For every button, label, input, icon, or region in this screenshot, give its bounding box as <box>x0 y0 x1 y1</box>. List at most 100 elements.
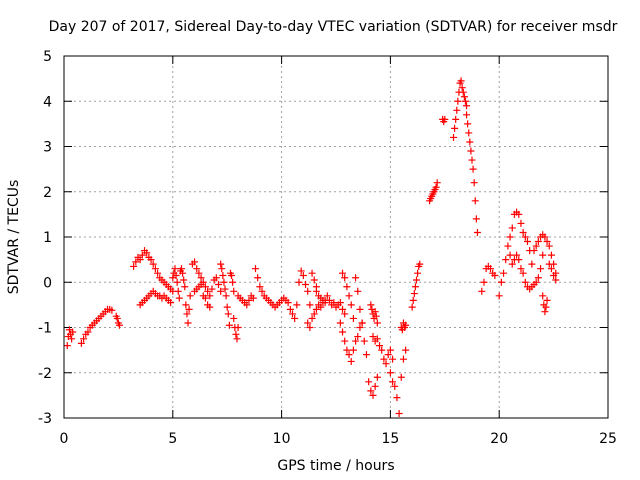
data-point <box>411 283 419 291</box>
data-point <box>371 382 379 390</box>
data-point <box>206 303 214 311</box>
data-point <box>500 269 508 277</box>
data-point <box>230 287 238 295</box>
data-point <box>389 355 397 363</box>
data-point <box>463 102 471 110</box>
data-point <box>395 409 403 417</box>
data-point <box>532 278 540 286</box>
data-point <box>228 271 236 279</box>
data-point <box>506 233 514 241</box>
data-point <box>521 278 529 286</box>
data-point <box>341 310 349 318</box>
data-point <box>186 292 194 300</box>
data-point <box>115 321 123 329</box>
data-point <box>132 258 140 266</box>
data-point <box>354 287 362 295</box>
data-point <box>343 346 351 354</box>
data-point <box>138 251 146 259</box>
data-point <box>297 267 305 275</box>
data-point <box>178 265 186 273</box>
data-point <box>372 312 380 320</box>
data-point <box>175 294 183 302</box>
y-tick-label: 3 <box>43 140 52 156</box>
data-point <box>217 287 225 295</box>
data-point <box>547 251 555 259</box>
data-point <box>108 306 116 314</box>
data-point <box>224 310 232 318</box>
data-point <box>376 342 384 350</box>
data-point <box>513 251 521 259</box>
data-point <box>543 296 551 304</box>
data-point <box>312 305 320 313</box>
data-point <box>506 251 514 259</box>
data-point <box>521 233 529 241</box>
data-point <box>167 299 175 307</box>
data-point <box>221 285 229 293</box>
data-point <box>306 301 314 309</box>
data-point <box>345 351 353 359</box>
data-point <box>450 133 458 141</box>
data-point <box>495 292 503 300</box>
data-point <box>358 319 366 327</box>
data-point <box>201 283 209 291</box>
data-point <box>473 228 481 236</box>
data-point <box>284 299 292 307</box>
data-point <box>77 339 85 347</box>
data-point <box>468 156 476 164</box>
data-point <box>460 93 468 101</box>
data-point <box>339 305 347 313</box>
data-point <box>545 260 553 268</box>
data-point <box>181 283 189 291</box>
data-point <box>367 387 375 395</box>
data-point <box>180 276 188 284</box>
data-point <box>243 301 251 309</box>
data-point <box>517 265 525 273</box>
data-point <box>171 265 179 273</box>
data-point <box>452 115 460 123</box>
data-point <box>182 301 190 309</box>
data-point <box>185 305 193 313</box>
data-point <box>480 278 488 286</box>
data-point <box>197 281 205 289</box>
data-point <box>321 296 329 304</box>
data-point <box>299 271 307 279</box>
y-tick-label: 1 <box>43 230 52 246</box>
data-point <box>414 269 422 277</box>
data-point <box>293 301 301 309</box>
data-point <box>441 115 449 123</box>
data-point <box>229 278 237 286</box>
data-point <box>547 265 555 273</box>
data-point <box>373 319 381 327</box>
data-point <box>258 287 266 295</box>
data-point <box>219 271 227 279</box>
data-point <box>174 287 182 295</box>
data-point <box>365 378 373 386</box>
data-point <box>354 333 362 341</box>
y-tick-label: 4 <box>43 94 52 110</box>
data-point <box>408 303 416 311</box>
data-point <box>523 238 531 246</box>
y-tick-label: -1 <box>38 321 52 337</box>
data-point <box>519 228 527 236</box>
y-axis-label: SDTVAR / TECUs <box>6 180 22 295</box>
data-point <box>147 256 155 264</box>
data-point <box>312 287 320 295</box>
data-point <box>466 138 474 146</box>
data-point <box>453 106 461 114</box>
data-point <box>382 360 390 368</box>
data-point <box>356 305 364 313</box>
data-point <box>212 274 220 282</box>
data-point <box>172 271 180 279</box>
data-point <box>302 281 310 289</box>
data-point <box>336 319 344 327</box>
data-point <box>470 179 478 187</box>
data-point <box>541 308 549 316</box>
data-point <box>197 274 205 282</box>
data-point <box>552 276 560 284</box>
data-point <box>380 355 388 363</box>
data-point <box>310 276 318 284</box>
data-point <box>504 242 512 250</box>
x-tick-label: 20 <box>490 431 508 447</box>
x-tick-label: 25 <box>599 431 617 447</box>
